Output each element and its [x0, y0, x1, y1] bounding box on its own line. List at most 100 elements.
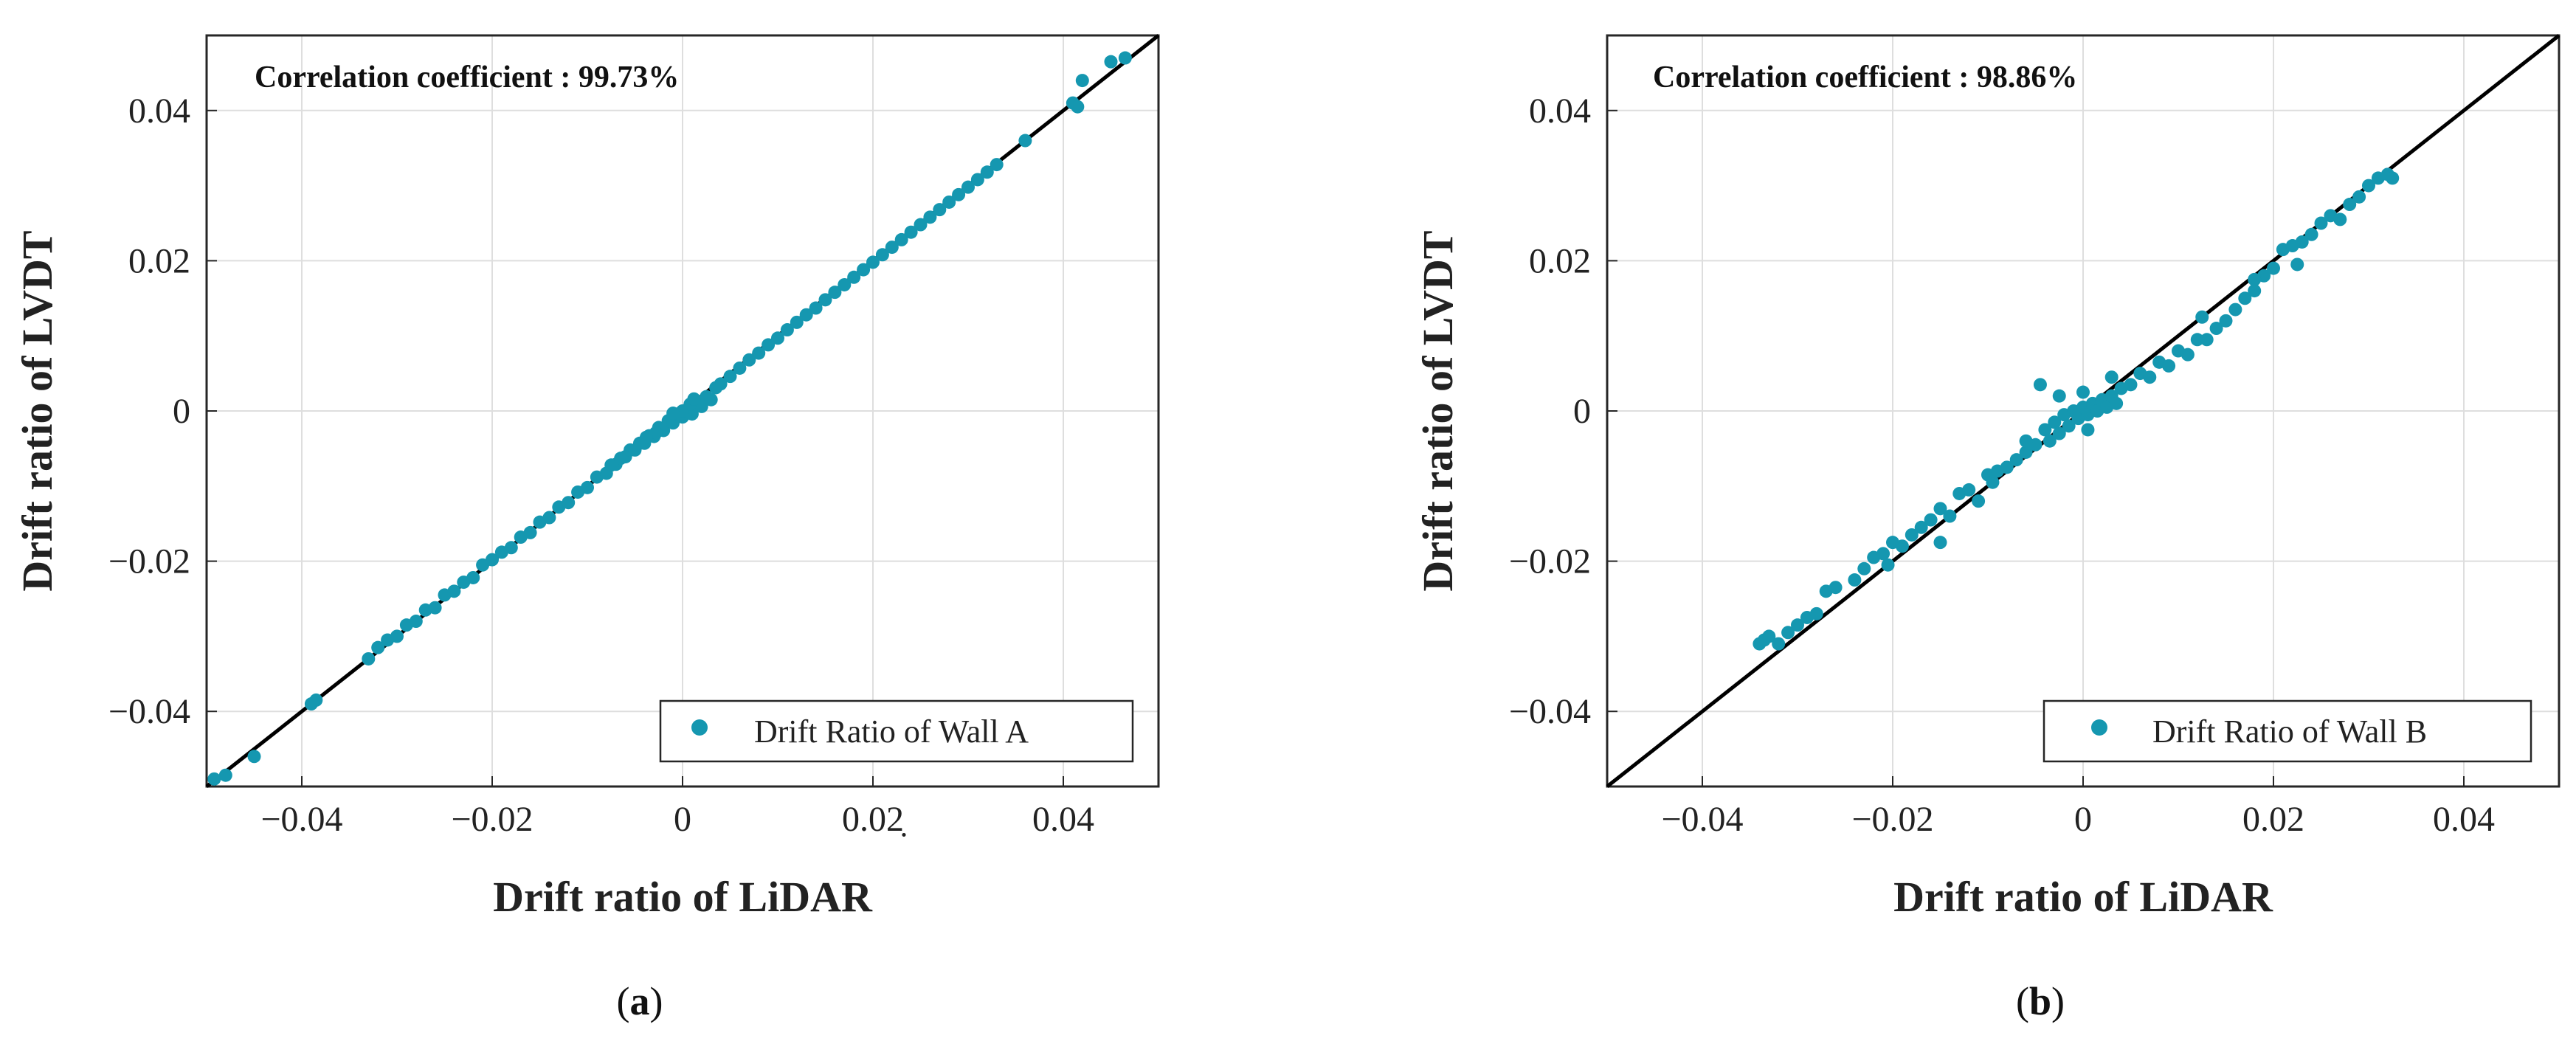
panel-a-data-point — [875, 248, 889, 262]
panel-b-label-open: ( — [2016, 979, 2029, 1023]
panel-b-annotation: Correlation coefficient : 98.86% — [1653, 61, 2077, 94]
panel-a-data-point — [857, 263, 871, 277]
panel-a-x-tick-label: 0 — [674, 800, 691, 839]
panel-a-y-tick-label: 0.04 — [128, 91, 190, 131]
panel-b-data-point — [2386, 171, 2400, 185]
panel-a-points — [207, 51, 1132, 786]
panel-a-data-point — [818, 293, 832, 307]
panel-b-x-tick-label: −0.04 — [1661, 800, 1743, 839]
panel-a-label-open: ( — [617, 979, 630, 1023]
panel-b-data-point — [2143, 370, 2157, 384]
panel-a-data-point — [809, 301, 823, 315]
panel-b-data-point — [2209, 322, 2223, 336]
panel-a-data-point — [362, 651, 376, 666]
panel-b: −0.04 −0.02 0 0.02 0.04 −0.04−0.0200.020.04 … — [1414, 34, 2561, 1023]
panel-b-data-point — [1762, 629, 1776, 643]
panel-a-data-point — [371, 640, 385, 654]
panel-a-data-point — [866, 255, 880, 269]
panel-a-data-point — [923, 210, 937, 224]
panel-b-data-point — [2248, 272, 2262, 286]
panel-a-data-point — [885, 241, 899, 255]
panel-a-data-point — [581, 480, 594, 494]
panel-a-data-point — [894, 232, 908, 246]
panel-b-data-point — [1986, 475, 2000, 489]
panel-b-data-point — [1829, 581, 1843, 595]
panel-b-data-point — [2038, 423, 2052, 437]
panel-a-label: (a) — [617, 979, 663, 1023]
panel-b-data-point — [2352, 190, 2366, 204]
panel-a-data-point — [742, 353, 756, 367]
panel-b-data-point — [1933, 536, 1947, 550]
panel-b-data-point — [2104, 370, 2119, 384]
panel-a-data-point — [466, 570, 480, 584]
panel-a-data-point — [904, 225, 918, 239]
panel-a-data-point — [990, 158, 1004, 172]
panel-a-data-point — [523, 525, 537, 539]
panel-b-data-point — [2290, 257, 2304, 272]
panel-b-data-point — [1791, 618, 1804, 632]
panel-a-data-point — [504, 541, 518, 555]
panel-a-data-point — [1071, 100, 1085, 114]
panel-b-data-point — [1943, 509, 1957, 523]
panel-b-data-point — [2343, 198, 2357, 212]
panel-b-data-point — [2314, 216, 2328, 230]
panel-b-data-point — [2110, 396, 2124, 410]
panel-a-data-point — [309, 693, 323, 707]
panel-b-data-point — [1914, 520, 1928, 534]
panel-b-y-tick-label: 0.02 — [1529, 241, 1591, 280]
panel-b-label-close: ) — [2051, 979, 2065, 1023]
panel-b-legend-label: Drift Ratio of Wall B — [2152, 713, 2427, 750]
panel-a-legend: Drift Ratio of Wall A — [659, 699, 1134, 763]
panel-b-data-point — [2248, 284, 2262, 298]
panel-b-data-point — [2048, 415, 2062, 429]
panel-a: −0.04 −0.02 0 0.02̣ 0.04 −0.04 −0.02 0 0.02 0.04… — [13, 34, 1160, 1023]
panel-b-data-point — [1933, 502, 1947, 516]
panel-a-legend-box — [659, 699, 1134, 763]
panel-a-annotation: Correlation coefficient : 99.73% — [255, 61, 679, 94]
panel-b-data-point — [1905, 528, 1919, 542]
panel-b-data-point — [2190, 333, 2204, 347]
panel-b-y-tick-label: −0.04 — [1509, 692, 1591, 731]
panel-a-data-point — [666, 407, 680, 421]
panel-b-data-point — [2052, 426, 2066, 440]
panel-b-data-point — [1876, 547, 1890, 561]
panel-b-y-tick-label: 0 — [1573, 392, 1591, 431]
panel-b-data-point — [2228, 303, 2242, 317]
panel-b-data-point — [1809, 606, 1823, 620]
panel-a-data-point — [1118, 51, 1132, 65]
panel-b-x-tick-label: −0.02 — [1851, 800, 1933, 839]
panel-b-y-ticks: −0.04 −0.02 0 0.02 0.04 — [1509, 91, 1617, 731]
panel-a-label-letter: a — [630, 979, 650, 1023]
panel-b-data-point — [2180, 348, 2195, 362]
panel-a-data-point — [847, 270, 861, 284]
panel-a-data-point — [942, 195, 956, 209]
panel-b-grid — [1607, 35, 2559, 787]
panel-b-data-point — [1972, 494, 1986, 508]
panel-a-x-tick-label: 0.02̣ — [842, 800, 906, 839]
panel-b-data-point — [2267, 261, 2280, 275]
panel-b-y-tick-label: −0.02 — [1509, 542, 1591, 581]
panel-b-x-ticks: −0.04 −0.02 0 0.02 0.04 — [1661, 776, 2495, 839]
panel-b-data-point — [2295, 235, 2309, 249]
panel-a-data-point — [247, 750, 261, 764]
panel-b-data-point — [2304, 227, 2318, 241]
panel-a-y-tick-label: −0.04 — [108, 692, 190, 731]
panel-a-data-point — [704, 393, 718, 407]
panel-a-label-close: ) — [650, 979, 663, 1023]
panel-b-data-point — [2019, 434, 2033, 448]
panel-b-data-point — [2009, 453, 2023, 467]
panel-a-data-point — [799, 308, 813, 322]
panel-a-data-point — [687, 392, 701, 406]
panel-a-data-point — [961, 180, 975, 194]
panel-b-data-point — [1962, 483, 1976, 497]
panel-a-data-point — [218, 768, 232, 782]
panel-b-data-point — [1772, 637, 1786, 651]
panel-b-data-point — [2219, 314, 2233, 328]
panel-a-data-point — [1104, 55, 1118, 69]
panel-b-legend-box — [2043, 699, 2532, 763]
panel-a-data-point — [639, 430, 653, 444]
panel-a-y-tick-label: −0.02 — [108, 542, 190, 581]
panel-a-y-axis-label: Drift ratio of LVDT — [13, 230, 61, 591]
panel-a-legend-label: Drift Ratio of Wall A — [754, 713, 1029, 750]
panel-b-data-point — [1857, 561, 1871, 575]
